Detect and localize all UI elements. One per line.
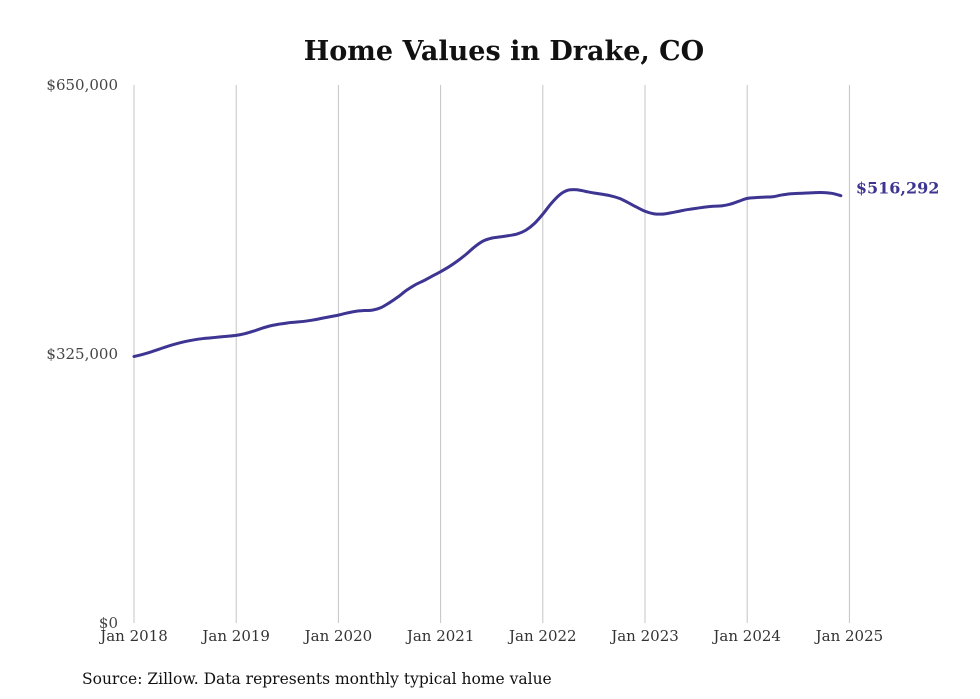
series-layer: $516,292 [132, 179, 940, 358]
end-value-label: $516,292 [856, 179, 940, 198]
x-tick-label: Jan 2020 [303, 627, 373, 645]
x-tick-label: Jan 2019 [200, 627, 270, 645]
x-tick-label: Jan 2025 [814, 627, 884, 645]
chart-title: Home Values in Drake, CO [304, 36, 704, 67]
y-tick-label: $0 [99, 614, 118, 632]
y-tick-label: $325,000 [46, 345, 118, 363]
vertical-gridlines [133, 85, 850, 623]
y-tick-label: $650,000 [46, 76, 118, 94]
x-axis-tick-labels: Jan 2018 Jan 2019 Jan 2020 Jan 2021 Jan 2022… [98, 627, 883, 645]
x-tick-label: Jan 2018 [98, 627, 168, 645]
y-axis-tick-labels: $0 $325,000 $650,000 [46, 76, 118, 632]
x-tick-label: Jan 2021 [405, 627, 475, 645]
x-tick-label: Jan 2022 [507, 627, 577, 645]
x-tick-label: Jan 2023 [609, 627, 679, 645]
source-note: Source: Zillow. Data represents monthly … [82, 670, 552, 688]
series-line [132, 188, 843, 358]
x-tick-label: Jan 2024 [711, 627, 781, 645]
